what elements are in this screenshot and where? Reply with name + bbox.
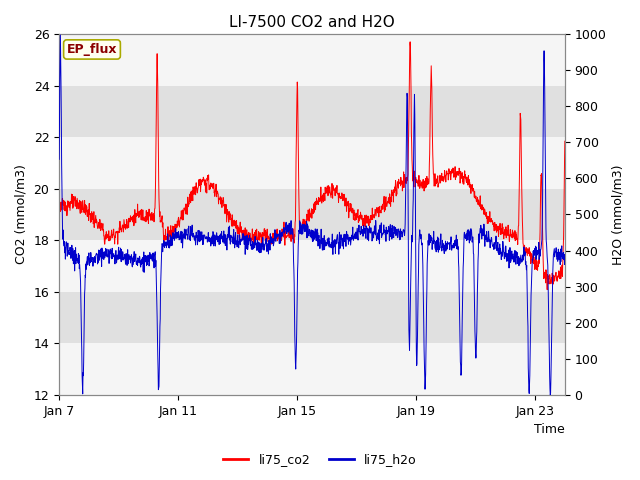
Y-axis label: CO2 (mmol/m3): CO2 (mmol/m3) [15,165,28,264]
Bar [59,292,565,343]
Title: LI-7500 CO2 and H2O: LI-7500 CO2 and H2O [229,15,395,30]
Bar [59,189,565,240]
Bar [59,240,565,292]
Bar [59,137,565,189]
Bar [59,343,565,395]
Bar [59,34,565,85]
Bar [59,85,565,137]
Legend: li75_co2, li75_h2o: li75_co2, li75_h2o [218,448,422,471]
X-axis label: Time: Time [534,423,565,436]
Y-axis label: H2O (mmol/m3): H2O (mmol/m3) [612,164,625,264]
Text: EP_flux: EP_flux [67,43,117,56]
